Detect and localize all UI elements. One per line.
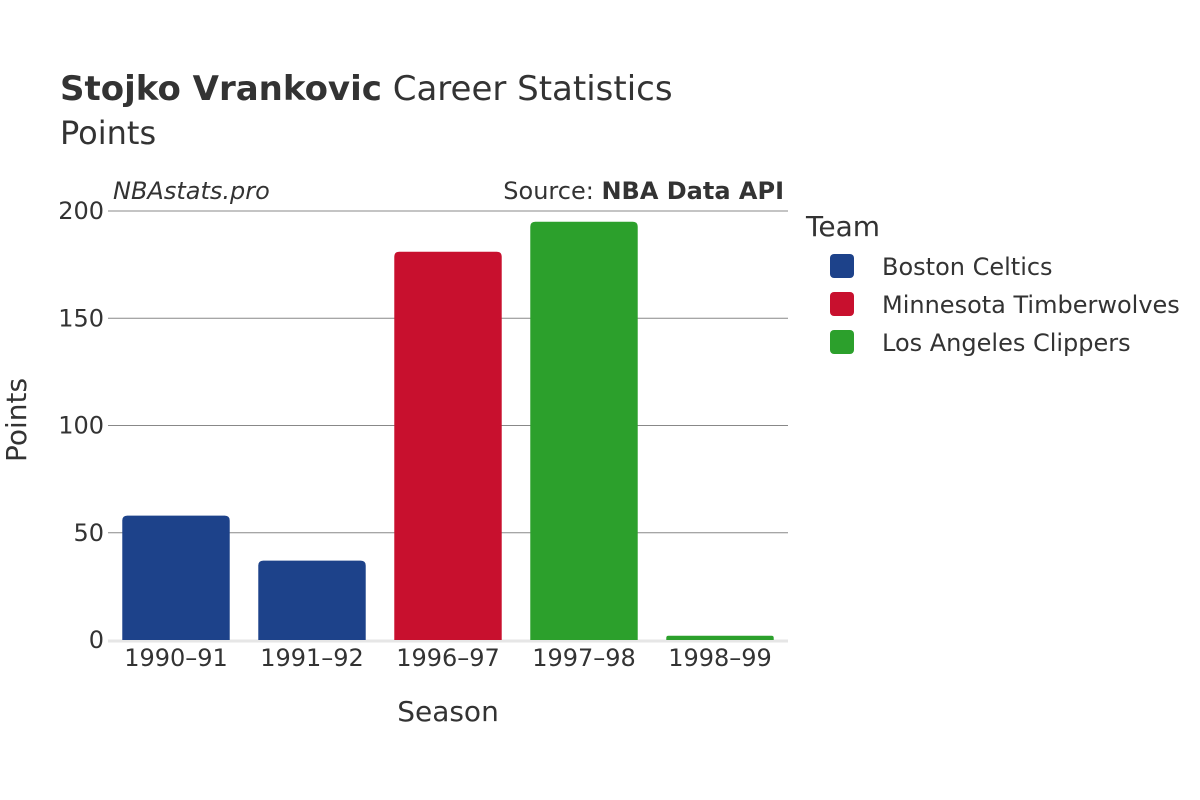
legend-swatch [830, 292, 854, 316]
bar-1991–92 [258, 560, 366, 640]
source-prefix: Source: [503, 177, 601, 205]
bar-1996–97 [394, 251, 502, 640]
legend-label: Los Angeles Clippers [882, 329, 1131, 357]
chart-title: Stojko Vrankovic Career Statistics [60, 69, 673, 109]
x-tick-label: 1998–99 [668, 644, 772, 672]
y-tick-labels: 0 50 100 150 200 [58, 197, 104, 654]
y-axis-title: Points [0, 378, 33, 462]
x-tick-label: 1990–91 [124, 644, 228, 672]
source-name: NBA Data API [601, 177, 784, 205]
legend-swatch [830, 254, 854, 278]
chart-subtitle: Points [60, 114, 156, 152]
y-tick-label: 200 [58, 197, 104, 225]
y-tick-label: 150 [58, 304, 104, 332]
legend-title: Team [805, 210, 880, 243]
x-tick-label: 1996–97 [396, 644, 500, 672]
bar-1998–99 [666, 635, 774, 640]
legend-label: Boston Celtics [882, 253, 1053, 281]
y-tick-label: 100 [58, 412, 104, 440]
watermark: NBAstats.pro [113, 177, 270, 205]
title-suffix: Career Statistics [393, 69, 673, 109]
bars [122, 221, 774, 640]
legend-label: Minnesota Timberwolves [882, 291, 1180, 319]
bar-1990–91 [122, 515, 230, 640]
x-tick-labels: 1990–91 1991–92 1996–97 1997–98 1998–99 [124, 644, 772, 672]
x-tick-label: 1997–98 [532, 644, 636, 672]
legend: Boston Celtics Minnesota Timberwolves Los … [830, 253, 1180, 357]
legend-swatch [830, 330, 854, 354]
x-axis-title: Season [397, 695, 499, 728]
source-credit: Source: NBA Data API [503, 177, 784, 205]
title-player-name: Stojko Vrankovic [60, 69, 382, 109]
y-tick-label: 0 [89, 626, 104, 654]
bar-1997–98 [530, 221, 638, 640]
y-tick-label: 50 [73, 519, 104, 547]
x-tick-label: 1991–92 [260, 644, 364, 672]
